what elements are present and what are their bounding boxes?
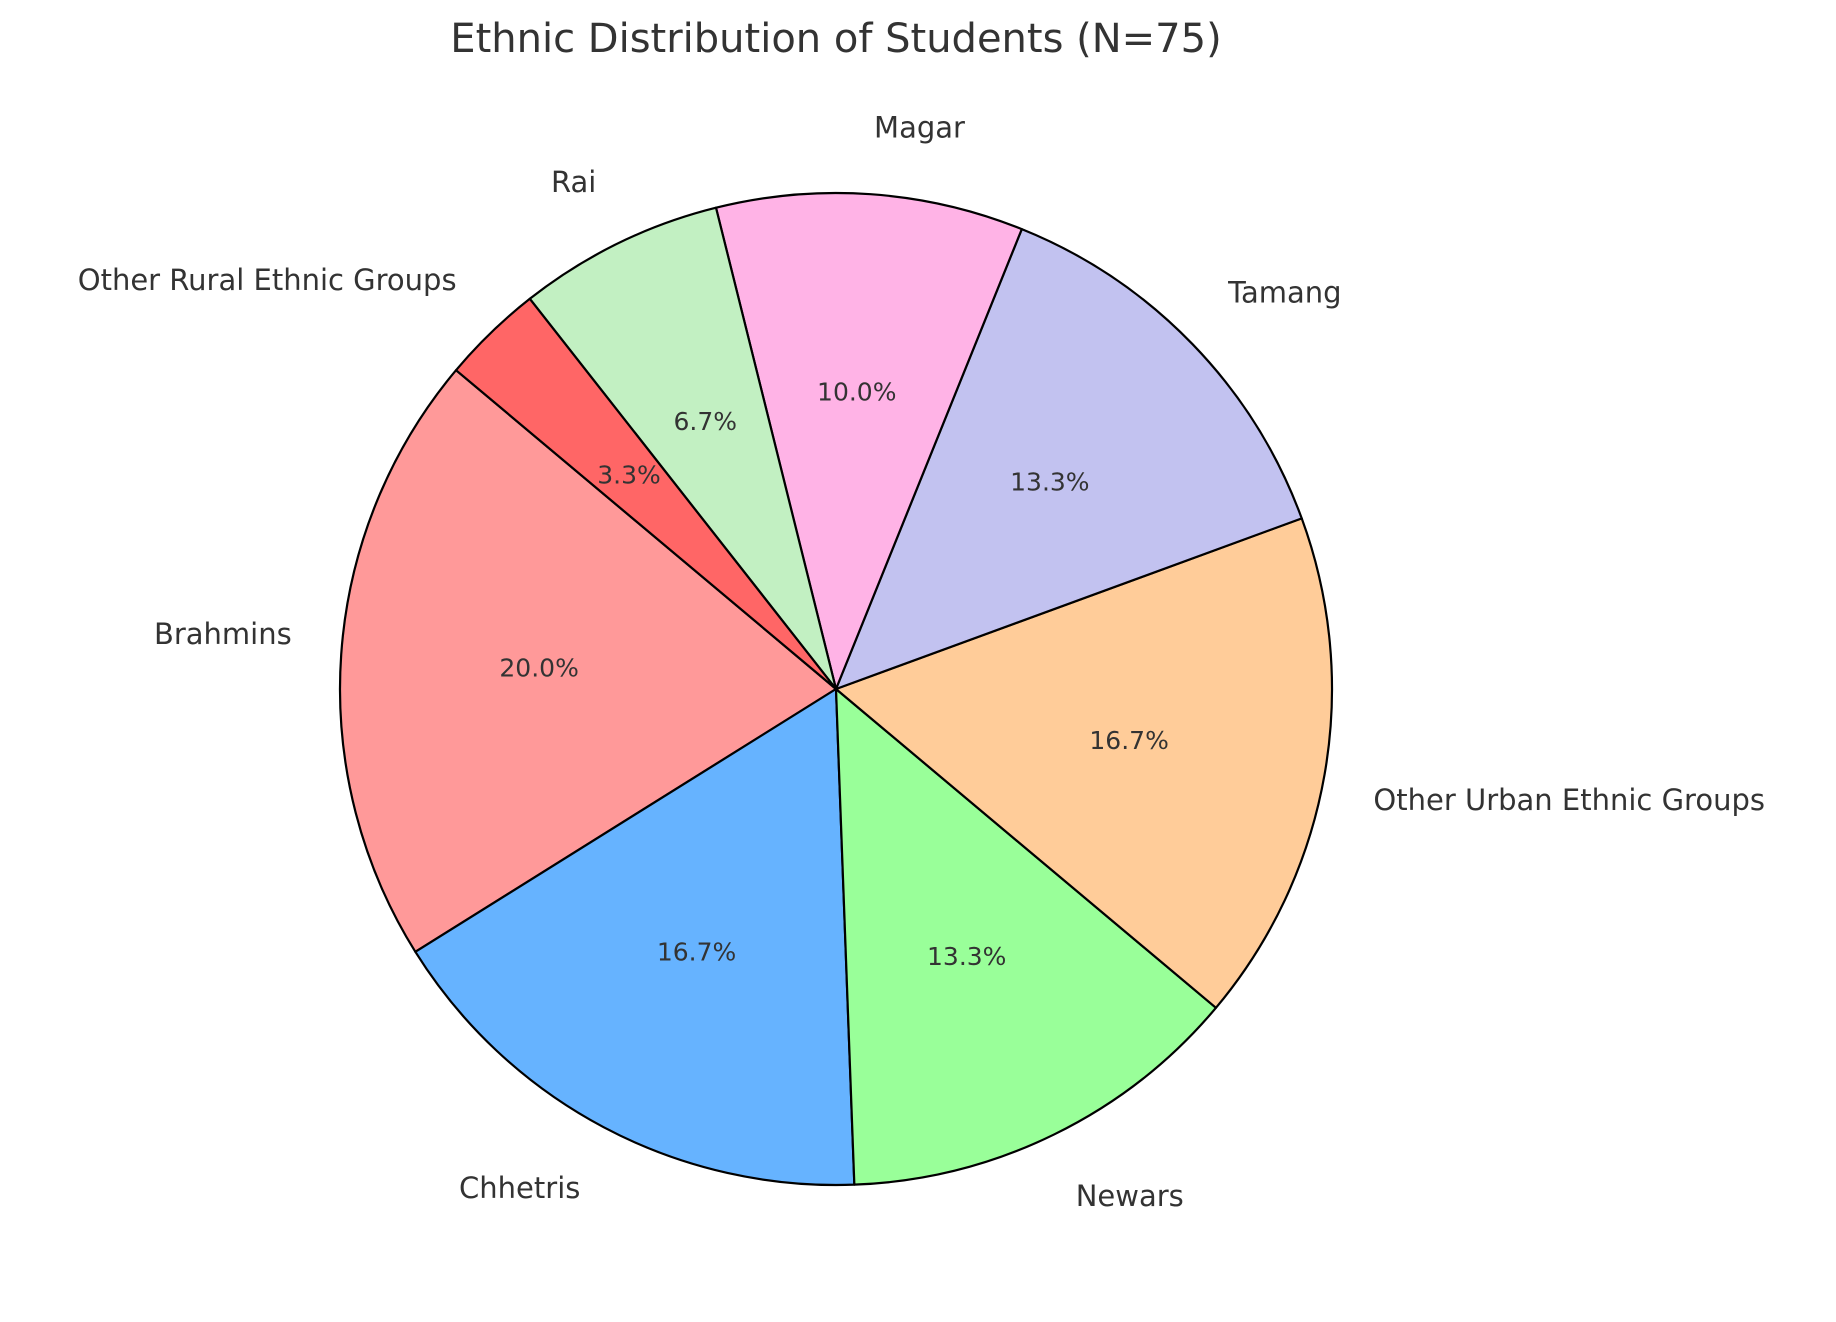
pie-slice-chhetris [414,687,856,1187]
pie-slice-other-rural-ethnic-groups [454,297,838,691]
slice-label-rai: Rai [551,165,596,199]
pie-slice-newars [834,687,1218,1186]
pct-label-brahmins: 20.0% [499,654,578,683]
pie-slices [338,191,1334,1187]
slice-label-newars: Newars [1076,1179,1184,1213]
slice-label-other-urban-ethnic-groups: Other Urban Ethnic Groups [1373,783,1765,817]
slice-label-tamang: Tamang [1227,276,1342,310]
pct-label-other-rural-ethnic-groups: 3.3% [597,461,661,490]
pie-slice-magar [714,191,1023,691]
pie-slice-brahmins [338,369,838,953]
slice-label-chhetris: Chhetris [459,1171,580,1205]
slice-label-brahmins: Brahmins [154,617,292,651]
pct-label-newars: 13.3% [927,942,1006,971]
slice-label-other-rural-ethnic-groups: Other Rural Ethnic Groups [78,263,457,297]
slice-label-magar: Magar [874,111,965,145]
pct-label-rai: 6.7% [674,407,738,436]
pct-label-tamang: 13.3% [1010,468,1089,497]
pie-slice-tamang [834,228,1303,691]
pct-label-other-urban-ethnic-groups: 16.7% [1089,726,1168,755]
pie-slice-other-urban-ethnic-groups [834,517,1334,1009]
pct-label-magar: 10.0% [817,378,896,407]
pct-label-chhetris: 16.7% [657,937,736,966]
pie-slice-rai [528,206,838,691]
chart-title: Ethnic Distribution of Students (N=75) [450,16,1221,62]
pie-labels: Brahmins 20.0% Chhetris 16.7% Newars 13.3% Oth… [78,111,1765,1213]
